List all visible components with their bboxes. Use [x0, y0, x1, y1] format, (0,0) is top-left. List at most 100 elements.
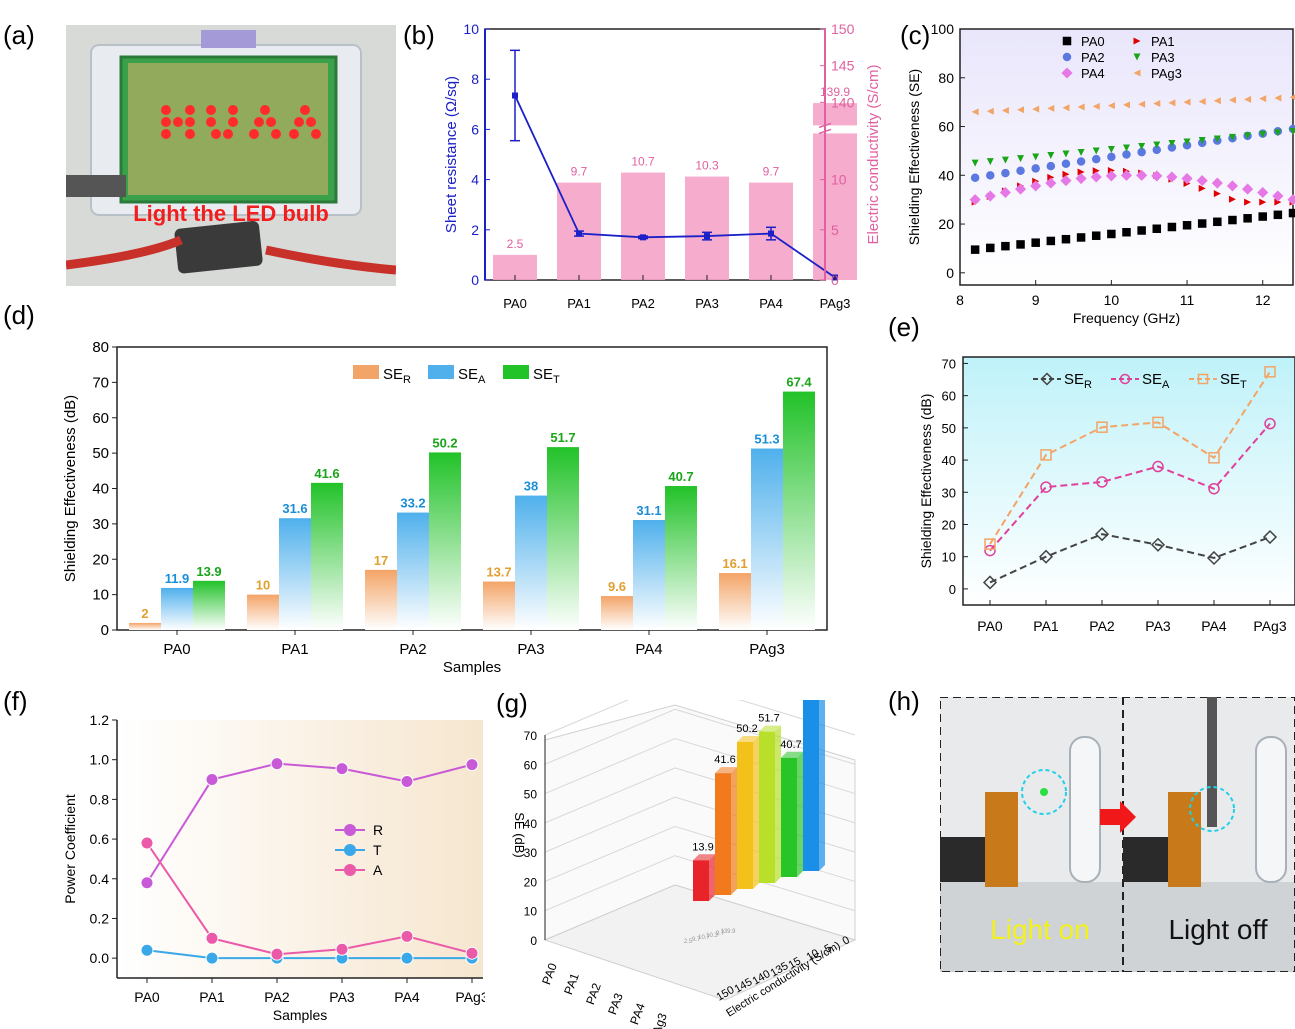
bar-value-label: 13.9 — [196, 564, 221, 579]
data-point — [1274, 129, 1282, 137]
legend-label: SER — [1064, 371, 1092, 391]
bar — [783, 391, 815, 630]
data-point — [1274, 94, 1282, 102]
bar-value-label: 13.9 — [692, 841, 713, 853]
legend-label: SEA — [1142, 371, 1170, 391]
data-point — [205, 931, 219, 945]
series-line — [146, 842, 473, 956]
data-point — [1032, 153, 1040, 161]
y2-tick-label: 5 — [831, 222, 839, 238]
data-point — [1077, 168, 1085, 176]
bar-front — [759, 731, 775, 883]
data-point — [1150, 537, 1166, 552]
data-point — [1075, 172, 1087, 185]
y-tick-label: 10 — [463, 21, 479, 37]
bar — [621, 172, 665, 280]
bar-value-label: 40.7 — [668, 469, 693, 484]
bar-top — [715, 767, 737, 774]
data-point — [1197, 219, 1207, 228]
bar — [685, 176, 729, 280]
legend-marker — [344, 864, 356, 876]
conductivity-label: 10.3 — [706, 933, 718, 939]
legend-marker — [1133, 69, 1141, 77]
y2-axis-label: Electric conductivity (S/cm) — [865, 64, 882, 244]
data-point — [1196, 175, 1208, 187]
data-point — [1259, 95, 1267, 103]
x-tick-label: PA0 — [503, 296, 527, 311]
y-tick-label: 6 — [471, 121, 479, 137]
line-point — [640, 234, 646, 241]
legend-marker — [1040, 372, 1054, 386]
y-tick-label: 10 — [92, 587, 109, 604]
y-tick-label: 60 — [92, 410, 109, 427]
y-tick-label: 0 — [949, 582, 956, 597]
data-point — [1062, 150, 1070, 158]
data-point — [970, 173, 980, 182]
data-point — [1123, 144, 1130, 152]
data-point — [1168, 139, 1176, 147]
bar-value-label: 2.5 — [507, 237, 524, 251]
x-tick-label: PAg3 — [1253, 618, 1286, 634]
x-tick-label: PA3 — [517, 641, 544, 658]
bar — [397, 512, 429, 630]
bar-value-label: 16.1 — [722, 556, 747, 571]
data-point — [1092, 147, 1100, 155]
bar — [751, 448, 783, 630]
chart-d: 2 11.9 13.9 PA0 10 31.6 41.6 PA1 17 33.2 50.2 PA2 13… — [62, 339, 828, 676]
data-point — [1040, 481, 1052, 493]
x-tick-label: PA0 — [163, 641, 190, 658]
data-point — [1288, 208, 1295, 218]
z-tick-label: 50 — [524, 788, 538, 802]
data-point — [1226, 180, 1239, 192]
z-tick-label: 40 — [524, 817, 538, 831]
data-point — [1122, 150, 1131, 159]
legend-label: SEA — [458, 366, 486, 386]
data-point — [1228, 96, 1236, 104]
y-tick-label: 0.4 — [90, 871, 110, 887]
y-tick-label: 20 — [942, 517, 956, 532]
data-point — [1047, 152, 1055, 160]
x-tick-label: PA4 — [627, 1001, 648, 1027]
plot-frame — [962, 356, 1295, 606]
data-point — [1091, 231, 1101, 240]
bar-value-label: 17 — [374, 553, 388, 568]
data-point — [1198, 97, 1206, 105]
data-point — [1272, 190, 1284, 202]
data-point — [1228, 195, 1236, 203]
y-tick-label: 0.0 — [90, 950, 110, 966]
data-point — [1181, 172, 1193, 185]
data-point — [205, 773, 219, 787]
bar-value-label: 51.7 — [758, 713, 779, 725]
data-point — [1182, 221, 1192, 230]
legend-marker — [1197, 373, 1209, 385]
y-tick-label: 50 — [942, 421, 956, 436]
light-switch-photo: Light on Light off — [940, 697, 1295, 972]
x-axis-label: Frequency (GHz) — [1073, 310, 1180, 326]
bar-value-label: 2 — [141, 606, 148, 621]
bar-front — [737, 741, 753, 889]
data-point — [1120, 169, 1133, 181]
y-axis-label: Sheet resistance (Ω/sq) — [443, 76, 460, 233]
data-point — [1198, 184, 1206, 192]
x-tick-label: PA3 — [1145, 618, 1171, 634]
y-tick-label: 40 — [938, 167, 954, 183]
z-tick-label: 70 — [524, 729, 538, 743]
led-caption: Light the LED bulb — [133, 201, 329, 226]
x-tick-label: 8 — [956, 292, 964, 308]
conductivity-label: 9.7 — [716, 931, 725, 937]
x-tick-label: PA2 — [264, 989, 290, 1005]
data-point — [1076, 157, 1086, 166]
grid-line — [544, 708, 676, 765]
data-point — [1016, 166, 1025, 176]
data-point — [1031, 164, 1040, 173]
legend-label: PA1 — [1151, 34, 1175, 49]
bar-value-label: 10.3 — [695, 159, 719, 173]
bar-value-label: 40.7 — [780, 739, 801, 751]
x-tick-label: PA1 — [561, 971, 582, 997]
data-point — [982, 575, 998, 590]
y-tick-label: 60 — [942, 389, 956, 404]
x-tick-label: PA2 — [583, 981, 604, 1007]
x-tick-label: PA2 — [631, 296, 655, 311]
legend-marker — [1062, 52, 1072, 62]
panel-label-f: (f) — [3, 686, 28, 716]
